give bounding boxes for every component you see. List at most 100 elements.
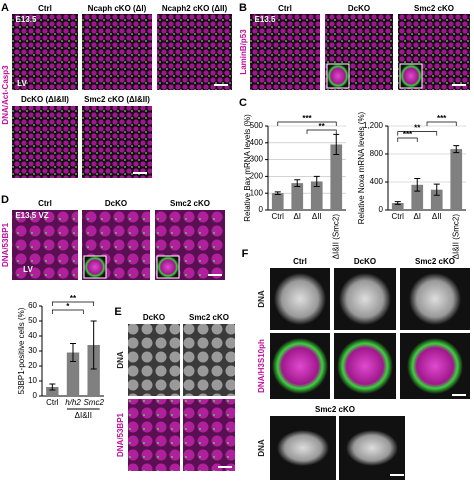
label: A <box>1 2 9 14</box>
label: C <box>239 97 247 109</box>
label: B <box>239 2 247 14</box>
scale-bar <box>452 394 466 396</box>
chromosome <box>346 430 398 466</box>
micrograph <box>183 399 235 471</box>
y-tick-label: 20 <box>28 361 37 370</box>
chromosome <box>407 338 463 394</box>
significance: ** <box>70 294 77 303</box>
significance-bracket <box>426 121 457 126</box>
micrograph <box>82 14 152 90</box>
inset <box>326 63 350 89</box>
label: Ctrl <box>38 199 52 208</box>
label: F <box>242 248 249 260</box>
error-bar <box>49 383 56 391</box>
error-bar <box>274 191 281 196</box>
significance-bracket <box>277 121 337 126</box>
y-tick-label: 800 <box>370 149 384 158</box>
inset <box>399 63 423 89</box>
bar <box>391 203 404 210</box>
error-bar <box>453 145 460 154</box>
label: DcKO <box>348 4 370 13</box>
label: LV <box>17 79 27 88</box>
label: E <box>114 306 121 318</box>
y-tick-label: 0 <box>379 205 384 214</box>
chromosome <box>274 273 326 325</box>
y-tick-label: 100 <box>250 188 264 197</box>
y-tick-label: 400 <box>250 138 264 147</box>
label: Smc2 cKO <box>415 257 455 266</box>
significance-bracket <box>397 137 418 142</box>
micrograph <box>12 210 78 280</box>
label: E13.5 <box>16 15 37 24</box>
micrograph <box>12 106 78 178</box>
inset <box>83 255 107 279</box>
label: Smc2 cKO <box>189 313 229 322</box>
scale-bar <box>133 172 147 174</box>
label: DcKO <box>105 199 127 208</box>
micrograph <box>183 324 235 396</box>
error-bar <box>294 179 301 187</box>
bar <box>66 352 80 396</box>
label: Smc2 cKO (ΔI&II) <box>84 95 150 104</box>
y-axis-label: 53BP1-positive cells (%) <box>17 307 26 394</box>
label: DcKO <box>354 257 376 266</box>
y-tick-label: 500 <box>250 121 264 130</box>
bar <box>330 144 343 210</box>
label: LaminB/p53 <box>239 29 248 75</box>
label: E13.5 <box>255 15 276 24</box>
error-bar <box>90 320 97 370</box>
significance: *** <box>403 130 413 139</box>
label: Ctrl <box>38 4 52 13</box>
bar <box>430 189 443 210</box>
error-bar <box>414 178 421 192</box>
error-bar <box>333 133 340 156</box>
significance: *** <box>302 114 312 123</box>
bar <box>87 345 100 396</box>
label: D <box>1 194 9 206</box>
label: DNA/Act-Casp3 <box>1 65 10 125</box>
error-bar <box>433 183 440 196</box>
scale-bar <box>208 274 222 276</box>
significance: *** <box>437 114 447 123</box>
x-tick-label: h/h2 <box>65 398 81 407</box>
significance-bracket <box>51 301 95 306</box>
micrograph <box>12 14 78 90</box>
y-tick-label: 40 <box>28 331 37 340</box>
bar <box>411 184 424 210</box>
micrograph <box>157 14 232 90</box>
significance: * <box>66 302 70 311</box>
chromosome <box>409 273 461 325</box>
significance: ** <box>319 122 326 131</box>
x-tick-label: Ctrl <box>392 212 405 221</box>
scale-bar <box>214 84 228 86</box>
y-tick-label: 30 <box>28 346 37 355</box>
y-tick-label: 60 <box>28 301 37 310</box>
y-tick-label: 200 <box>250 172 264 181</box>
y-tick-label: 0 <box>33 391 38 400</box>
label: E13.5 VZ <box>15 211 48 220</box>
scale-bar <box>452 84 466 86</box>
label: DcKO <box>143 313 165 322</box>
error-bar <box>70 343 76 362</box>
x-tick-label: ΔI&II (Smc2) <box>331 214 340 260</box>
x-tick-label: Smc2 <box>83 398 104 407</box>
y-tick-label: 1,200 <box>363 121 384 130</box>
chromosome <box>272 338 328 394</box>
label: DNA/53BP1 <box>116 412 125 457</box>
y-axis-label: Relative Noxa mRNA levels (%) <box>357 111 366 224</box>
significance-bracket <box>306 129 337 134</box>
significance-bracket <box>51 309 84 314</box>
chromosome <box>339 273 391 325</box>
scale-bar <box>390 474 404 476</box>
x-tick-label: ΔI <box>413 212 421 221</box>
y-tick-label: 300 <box>250 155 264 164</box>
significance-bracket <box>397 131 438 136</box>
error-bar <box>313 175 320 187</box>
label: DNA/H3S10ph <box>257 339 266 393</box>
label: Ctrl <box>293 257 307 266</box>
x-tick-label: ΔII <box>432 212 442 221</box>
inset <box>156 255 180 279</box>
label: DNA <box>116 351 125 369</box>
bar <box>450 149 463 210</box>
